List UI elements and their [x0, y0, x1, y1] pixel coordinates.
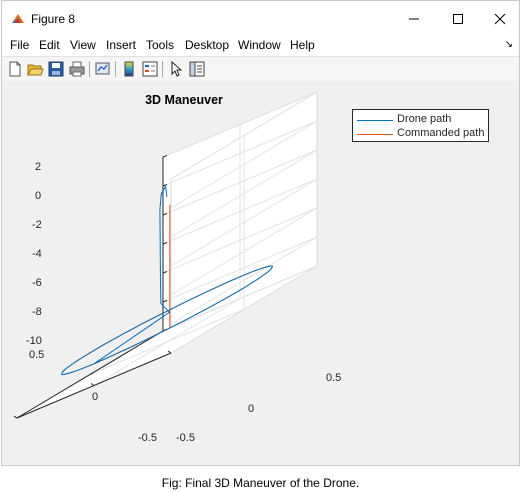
- insert-colorbar-icon[interactable]: [120, 60, 138, 78]
- z-tick-label: -6: [32, 277, 42, 289]
- menu-view[interactable]: View: [70, 38, 96, 52]
- menu-file[interactable]: File: [10, 38, 30, 52]
- toolbar-separator: [89, 61, 90, 77]
- minimize-icon: [409, 18, 419, 20]
- z-tick-mark: [162, 242, 168, 245]
- toolbar-separator: [162, 61, 163, 77]
- figure-window: Figure 8 File Edit View Insert Tools Des…: [1, 0, 520, 466]
- x-tick-label: 0.5: [29, 349, 45, 361]
- menu-insert[interactable]: Insert: [106, 38, 137, 52]
- figure-canvas[interactable]: 3D Maneuver 2 0 -2 -4 -6 -8 -10 0.5 0 -0…: [2, 81, 519, 465]
- new-figure-icon[interactable]: [6, 60, 24, 78]
- legend-line-drone: [357, 120, 393, 121]
- legend-label: Drone path: [397, 113, 452, 125]
- open-file-icon[interactable]: [26, 60, 44, 78]
- toolbar: [2, 56, 519, 82]
- close-button[interactable]: [478, 1, 521, 37]
- series-layer: [61, 185, 273, 375]
- legend-line-commanded: [357, 134, 393, 135]
- plot-axes[interactable]: [2, 81, 519, 465]
- grid-line: [89, 309, 245, 375]
- axes-box: [13, 91, 318, 419]
- link-plot-icon[interactable]: [94, 60, 112, 78]
- legend-entry: Drone path: [357, 113, 487, 127]
- maximize-icon: [453, 14, 463, 24]
- x-tick-label: 0: [92, 391, 99, 403]
- z-tick-label: -8: [32, 306, 42, 318]
- y-tick-label: 0: [248, 403, 255, 415]
- z-tick-mark: [162, 155, 168, 158]
- legend-entry: Commanded path: [357, 127, 487, 141]
- menu-bar: File Edit View Insert Tools Desktop Wind…: [2, 37, 519, 56]
- close-icon: [494, 13, 506, 25]
- z-tick-label: -10: [26, 335, 42, 347]
- pointer-icon[interactable]: [167, 60, 185, 78]
- figure-caption: Fig: Final 3D Maneuver of the Drone.: [161, 476, 360, 490]
- x-tick-mark: [16, 416, 21, 419]
- series-line-drone-path: [61, 185, 273, 375]
- y-tick-mark: [13, 415, 18, 419]
- legend-label: Commanded path: [397, 127, 485, 139]
- save-icon[interactable]: [47, 60, 65, 78]
- dock-arrow-icon[interactable]: ↘: [504, 39, 513, 50]
- window-title: Figure 8: [31, 12, 76, 26]
- x-tick-label: -0.5: [138, 432, 157, 444]
- y-tick-mark: [167, 350, 172, 354]
- y-tick-label: 0.5: [326, 372, 342, 384]
- legend[interactable]: Drone path Commanded path: [352, 109, 489, 142]
- maximize-button[interactable]: [436, 1, 480, 37]
- toolbar-separator: [115, 61, 116, 77]
- z-tick-mark: [162, 271, 168, 274]
- matlab-icon: [12, 14, 24, 23]
- z-tick-mark: [162, 213, 168, 216]
- z-tick-label: 2: [35, 161, 42, 173]
- menu-edit[interactable]: Edit: [39, 38, 60, 52]
- z-tick-label: 0: [35, 190, 42, 202]
- menu-tools[interactable]: Tools: [146, 38, 175, 52]
- z-tick-mark: [162, 184, 168, 187]
- minimize-button[interactable]: [392, 1, 436, 37]
- menu-help[interactable]: Help: [290, 38, 315, 52]
- y-tick-mark: [90, 383, 95, 386]
- print-icon[interactable]: [68, 60, 86, 78]
- property-inspector-icon[interactable]: [188, 60, 206, 78]
- y-tick-label: -0.5: [176, 432, 195, 444]
- insert-legend-icon[interactable]: [141, 60, 159, 78]
- plot-title: 3D Maneuver: [145, 93, 223, 107]
- menu-window[interactable]: Window: [238, 38, 281, 52]
- menu-desktop[interactable]: Desktop: [185, 38, 230, 52]
- x-tick-mark: [89, 372, 94, 375]
- title-bar[interactable]: Figure 8: [2, 1, 519, 37]
- z-tick-mark: [162, 300, 168, 303]
- z-tick-label: -2: [32, 219, 42, 231]
- z-tick-label: -4: [32, 248, 42, 260]
